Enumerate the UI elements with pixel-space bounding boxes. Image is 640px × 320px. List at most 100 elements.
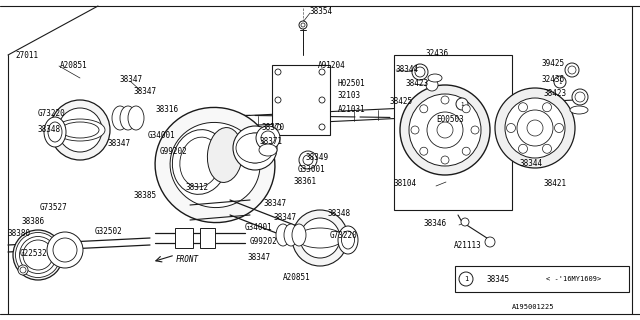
Text: 38347: 38347	[274, 212, 297, 221]
Ellipse shape	[170, 123, 260, 208]
Text: G34001: G34001	[148, 132, 176, 140]
Text: 38348: 38348	[38, 125, 61, 134]
Text: 38370: 38370	[262, 123, 285, 132]
Ellipse shape	[48, 122, 62, 142]
Circle shape	[543, 144, 552, 153]
Circle shape	[240, 133, 270, 163]
Circle shape	[495, 88, 575, 168]
Ellipse shape	[112, 106, 128, 130]
Ellipse shape	[259, 144, 277, 156]
Circle shape	[415, 67, 425, 77]
Circle shape	[32, 249, 44, 261]
Circle shape	[441, 156, 449, 164]
Text: 38347: 38347	[248, 252, 271, 261]
Ellipse shape	[61, 122, 99, 138]
Circle shape	[319, 97, 325, 103]
Ellipse shape	[570, 106, 588, 114]
Circle shape	[50, 100, 110, 160]
Circle shape	[19, 236, 56, 274]
Ellipse shape	[276, 224, 290, 246]
Circle shape	[462, 105, 470, 113]
Circle shape	[427, 112, 463, 148]
Circle shape	[319, 69, 325, 75]
Text: 38354: 38354	[310, 7, 333, 17]
Text: A20851: A20851	[60, 60, 88, 69]
Text: 38371: 38371	[260, 137, 283, 146]
Text: FRONT: FRONT	[176, 255, 199, 265]
Circle shape	[568, 66, 576, 74]
Text: 39425: 39425	[542, 60, 565, 68]
Circle shape	[233, 126, 277, 170]
Text: 38421: 38421	[544, 179, 567, 188]
Circle shape	[256, 126, 280, 150]
Text: 1: 1	[464, 276, 468, 282]
Text: A195001225: A195001225	[512, 304, 554, 310]
Ellipse shape	[120, 106, 136, 130]
Circle shape	[15, 233, 61, 277]
Bar	[394, 55, 512, 210]
Circle shape	[517, 110, 553, 146]
Circle shape	[47, 232, 83, 268]
Circle shape	[303, 155, 313, 165]
Text: 38344: 38344	[520, 158, 543, 167]
Text: 32436: 32436	[425, 50, 448, 59]
Text: 32103: 32103	[338, 92, 361, 100]
Text: G73527: G73527	[40, 204, 68, 212]
Text: 38312: 38312	[186, 182, 209, 191]
Text: 38361: 38361	[294, 178, 317, 187]
Text: 38385: 38385	[133, 190, 156, 199]
Ellipse shape	[207, 128, 243, 182]
Circle shape	[412, 64, 428, 80]
Circle shape	[275, 124, 281, 130]
Text: 38380: 38380	[8, 229, 31, 238]
Text: 32436: 32436	[542, 75, 565, 84]
Circle shape	[518, 144, 527, 153]
Text: 38347: 38347	[108, 139, 131, 148]
Circle shape	[441, 96, 449, 104]
Text: 38347: 38347	[134, 87, 157, 97]
Circle shape	[420, 147, 428, 155]
Ellipse shape	[342, 231, 355, 249]
Circle shape	[301, 23, 305, 27]
Text: 38316: 38316	[155, 106, 178, 115]
Ellipse shape	[180, 137, 220, 187]
Circle shape	[53, 238, 77, 262]
Circle shape	[18, 265, 28, 275]
Text: G73220: G73220	[38, 108, 66, 117]
Text: G32502: G32502	[95, 227, 123, 236]
Circle shape	[292, 210, 348, 266]
Circle shape	[72, 122, 88, 138]
Text: 38104: 38104	[394, 180, 417, 188]
Text: 38348: 38348	[328, 210, 351, 219]
Circle shape	[506, 124, 515, 132]
Text: G34001: G34001	[245, 222, 273, 231]
Circle shape	[312, 230, 328, 246]
Circle shape	[456, 98, 468, 110]
Ellipse shape	[44, 117, 66, 147]
Text: A21031: A21031	[338, 105, 365, 114]
Circle shape	[261, 131, 275, 145]
Text: G99202: G99202	[250, 236, 278, 245]
Ellipse shape	[284, 224, 298, 246]
Circle shape	[518, 103, 527, 112]
Ellipse shape	[292, 224, 306, 246]
Circle shape	[461, 218, 469, 226]
Text: H02501: H02501	[338, 78, 365, 87]
Ellipse shape	[155, 108, 275, 223]
Text: 38347: 38347	[120, 76, 143, 84]
Text: 38346: 38346	[424, 220, 447, 228]
Text: E00503: E00503	[436, 116, 464, 124]
Text: G22532: G22532	[20, 250, 48, 259]
Text: 38423: 38423	[406, 78, 429, 87]
Text: 1: 1	[460, 101, 463, 107]
Bar	[455, 266, 629, 292]
Ellipse shape	[128, 106, 144, 130]
Circle shape	[554, 124, 563, 132]
Ellipse shape	[55, 119, 105, 141]
Text: 27011: 27011	[15, 51, 38, 60]
Text: A91204: A91204	[318, 61, 346, 70]
Circle shape	[485, 237, 495, 247]
Circle shape	[572, 89, 588, 105]
Bar	[272, 65, 330, 135]
Ellipse shape	[297, 228, 343, 248]
